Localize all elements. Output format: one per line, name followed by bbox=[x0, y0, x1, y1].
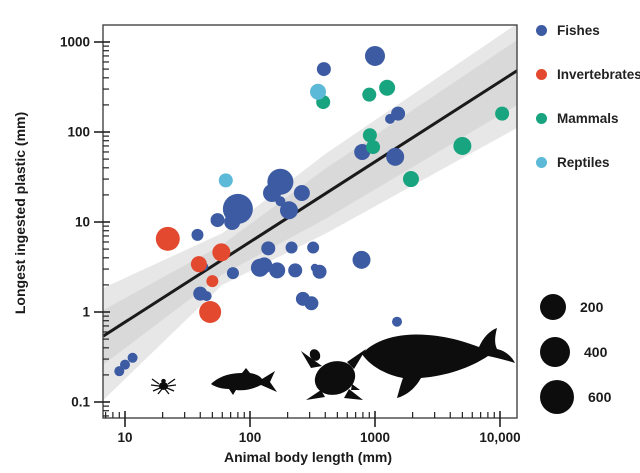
data-point bbox=[293, 185, 310, 202]
data-point bbox=[114, 366, 125, 377]
regression-line bbox=[103, 69, 517, 338]
x-tick-label: 10,000 bbox=[479, 430, 520, 445]
size-legend: 200 400 600 bbox=[540, 284, 611, 419]
data-point bbox=[495, 106, 510, 121]
y-axis-title: Longest ingested plastic (mm) bbox=[12, 111, 28, 315]
data-point bbox=[310, 263, 319, 272]
legend-label-mammals: Mammals bbox=[557, 110, 619, 126]
data-point bbox=[127, 352, 138, 363]
data-point bbox=[250, 258, 269, 277]
data-point bbox=[365, 45, 385, 66]
data-point bbox=[304, 296, 319, 311]
data-point bbox=[224, 214, 241, 230]
data-point bbox=[307, 241, 320, 254]
series-fishes bbox=[114, 45, 406, 377]
fishes-dot-icon bbox=[536, 24, 547, 36]
x-tick-label: 1000 bbox=[360, 430, 390, 445]
size-600-label: 600 bbox=[588, 388, 612, 405]
fit-line bbox=[103, 69, 517, 338]
data-point bbox=[288, 263, 303, 278]
legend-item-fishes: Fishes bbox=[536, 8, 640, 52]
mammals-dot-icon bbox=[536, 112, 547, 124]
size-legend-row: 600 bbox=[540, 374, 611, 419]
x-axis-title: Animal body length (mm) bbox=[224, 449, 392, 465]
data-point bbox=[362, 128, 377, 143]
size-400-circle-icon bbox=[540, 336, 570, 367]
data-point bbox=[316, 62, 331, 77]
category-legend: Fishes Invertebrates Mammals Reptiles bbox=[536, 8, 640, 184]
y-tick-label: 100 bbox=[67, 125, 90, 140]
series-invertebrates bbox=[155, 226, 231, 323]
size-400-label: 400 bbox=[584, 343, 608, 360]
data-point bbox=[191, 228, 204, 241]
turtle-silhouette-icon bbox=[301, 349, 366, 400]
y-tick-label: 10 bbox=[75, 215, 90, 230]
legend-item-mammals: Mammals bbox=[536, 96, 640, 140]
size-legend-row: 200 bbox=[540, 284, 611, 329]
whale-silhouette-icon bbox=[362, 328, 515, 398]
size-600-circle-icon bbox=[540, 379, 574, 414]
y-tick-label: 0.1 bbox=[71, 395, 90, 410]
data-point bbox=[386, 147, 405, 166]
data-point bbox=[261, 241, 276, 256]
data-point bbox=[190, 256, 207, 273]
data-point bbox=[392, 316, 403, 327]
x-tick-label: 100 bbox=[239, 430, 262, 445]
size-200-label: 200 bbox=[580, 298, 604, 315]
legend-label-invertebrates: Invertebrates bbox=[557, 66, 640, 82]
data-point bbox=[352, 250, 371, 269]
axes: 10 100 1000 10,000 1000 100 10 1 0.1 bbox=[60, 24, 521, 445]
data-point bbox=[362, 87, 377, 102]
legend-label-fishes: Fishes bbox=[557, 22, 600, 38]
data-point bbox=[385, 113, 396, 124]
series-reptiles bbox=[218, 83, 327, 188]
data-point bbox=[210, 213, 225, 228]
data-point bbox=[315, 269, 324, 278]
data-point bbox=[453, 136, 472, 155]
data-point bbox=[212, 243, 231, 262]
data-point bbox=[310, 83, 327, 100]
size-200-circle-icon bbox=[540, 293, 566, 320]
y-tick-label: 1 bbox=[82, 305, 90, 320]
legend-item-invertebrates: Invertebrates bbox=[536, 52, 640, 96]
animal-silhouettes bbox=[150, 328, 515, 400]
scatter-points bbox=[114, 45, 510, 377]
data-point bbox=[201, 291, 212, 302]
data-point bbox=[285, 241, 298, 254]
data-point bbox=[402, 171, 419, 188]
data-point bbox=[279, 201, 298, 220]
data-point bbox=[379, 79, 396, 96]
legend-item-reptiles: Reptiles bbox=[536, 140, 640, 184]
data-point bbox=[199, 301, 222, 323]
series-mammals bbox=[316, 79, 510, 188]
data-point bbox=[226, 267, 239, 280]
data-point bbox=[206, 275, 219, 288]
data-point bbox=[269, 262, 286, 279]
x-tick-label: 10 bbox=[117, 430, 132, 445]
data-point bbox=[366, 140, 381, 155]
data-point bbox=[218, 173, 233, 188]
reptiles-dot-icon bbox=[536, 156, 547, 168]
data-point bbox=[120, 359, 130, 370]
spider-silhouette-icon bbox=[150, 378, 177, 395]
invertebrates-dot-icon bbox=[536, 68, 547, 80]
legend-label-reptiles: Reptiles bbox=[557, 154, 610, 170]
data-point bbox=[263, 184, 282, 203]
size-legend-row: 400 bbox=[540, 329, 611, 374]
data-point bbox=[155, 226, 180, 251]
y-tick-label: 1000 bbox=[60, 35, 90, 50]
fish-silhouette-icon bbox=[211, 368, 277, 395]
